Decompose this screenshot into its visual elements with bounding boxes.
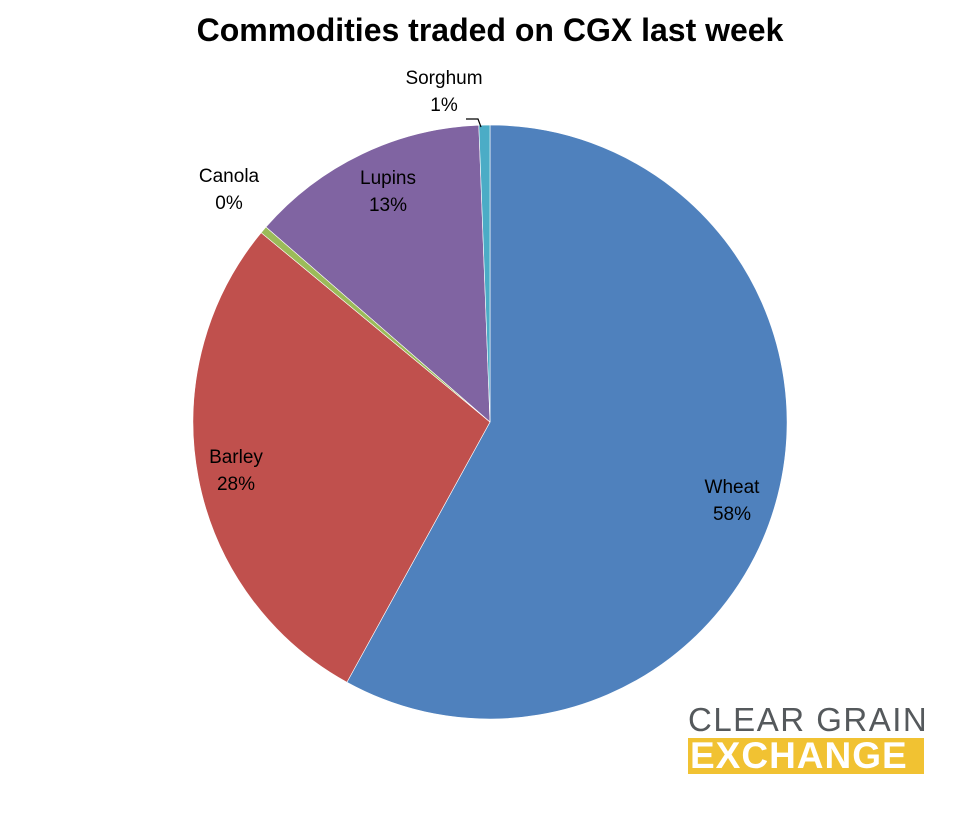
slice-value-canola: 0%: [215, 193, 243, 214]
slice-value-lupins: 13%: [369, 195, 407, 216]
sorghum-leader-line: [466, 118, 482, 128]
logo-line-1: CLEAR GRAIN: [688, 701, 929, 738]
chart-title: Commodities traded on CGX last week: [196, 12, 784, 48]
clear-grain-exchange-logo: CLEAR GRAIN EXCHANGE: [688, 701, 929, 774]
slice-value-wheat: 58%: [713, 504, 751, 525]
slice-value-barley: 28%: [217, 474, 255, 495]
pie-slice-lupins: [265, 124, 491, 423]
pie-slice-wheat: [346, 124, 788, 720]
pie-slice-sorghum: [478, 124, 491, 423]
slice-name-canola: Canola: [199, 166, 260, 187]
slice-name-sorghum: Sorghum: [405, 68, 482, 89]
slice-name-lupins: Lupins: [360, 168, 416, 189]
slice-name-wheat: Wheat: [705, 477, 761, 498]
slice-name-barley: Barley: [209, 447, 263, 468]
slice-value-sorghum: 1%: [430, 95, 458, 116]
pie-slice-barley: [192, 232, 491, 683]
leader-lines: [466, 118, 482, 128]
slice-labels: Wheat 58% Barley 28% Canola 0% Lupins 13% Sorghu…: [199, 68, 760, 525]
pie-slices: [192, 124, 788, 720]
logo-line-2: EXCHANGE: [688, 737, 924, 774]
